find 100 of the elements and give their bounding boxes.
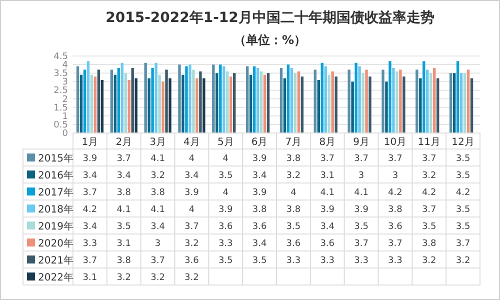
- y-tick-label: 2: [62, 94, 68, 105]
- data-label: 3.9: [320, 205, 335, 215]
- bar: [300, 76, 304, 133]
- data-label: 3.5: [456, 205, 470, 215]
- bar: [196, 78, 198, 133]
- bar: [396, 71, 398, 133]
- data-label: 3.7: [320, 154, 335, 164]
- data-label: 3.1: [82, 273, 98, 283]
- data-label: 3.4: [82, 222, 98, 232]
- data-label: 3.7: [116, 154, 132, 164]
- data-label: 3.8: [286, 154, 301, 164]
- x-tick-label: 7月: [285, 137, 302, 148]
- bar: [252, 66, 256, 133]
- data-label: 3.7: [388, 154, 402, 164]
- data-label: 3.9: [252, 154, 267, 164]
- bar: [358, 66, 361, 133]
- data-label: 4.1: [116, 205, 132, 215]
- data-label: 3.7: [422, 154, 436, 164]
- bar: [382, 70, 384, 133]
- bar: [114, 74, 116, 133]
- bar: [362, 73, 364, 133]
- data-label: 3.9: [82, 154, 98, 164]
- data-label: 3.1: [116, 239, 132, 249]
- data-label: 4: [222, 188, 229, 198]
- bar: [266, 73, 270, 133]
- bar: [456, 61, 460, 133]
- bar: [283, 78, 286, 133]
- data-label: 3.3: [354, 256, 368, 266]
- bar: [212, 64, 215, 133]
- bar: [110, 70, 114, 133]
- bar: [365, 70, 368, 133]
- data-label: 3.8: [252, 205, 267, 215]
- data-label: 4.1: [150, 154, 165, 164]
- data-label: 3.2: [184, 239, 199, 249]
- bar: [297, 71, 300, 133]
- legend-label: 2015年: [38, 152, 74, 164]
- bar: [399, 70, 402, 133]
- bar: [430, 73, 432, 133]
- data-label: 3.9: [184, 188, 200, 198]
- legend-label: 2019年: [38, 220, 74, 232]
- data-label: 3.5: [218, 256, 233, 266]
- bar: [422, 61, 426, 133]
- bar: [246, 66, 249, 133]
- bar: [351, 82, 354, 133]
- bar: [452, 73, 456, 133]
- bar: [185, 66, 188, 133]
- x-tick-label: 4月: [184, 137, 200, 148]
- data-label: 3.2: [150, 273, 165, 283]
- data-label: 3.3: [82, 239, 98, 249]
- data-label: 3.2: [150, 171, 165, 181]
- bar: [124, 73, 127, 133]
- x-tick-label: 12月: [452, 137, 474, 148]
- bar: [368, 76, 372, 133]
- bar: [192, 70, 195, 133]
- x-tick-label: 2月: [116, 137, 132, 148]
- bar: [286, 64, 290, 133]
- data-label: 3.3: [320, 256, 335, 266]
- data-label: 3.5: [456, 171, 470, 181]
- data-label: 3.3: [388, 256, 402, 266]
- bar: [202, 78, 206, 133]
- bar: [76, 66, 80, 133]
- data-label: 4: [188, 154, 195, 164]
- bar: [402, 76, 406, 133]
- data-label: 3.5: [456, 154, 470, 164]
- bar: [433, 68, 436, 133]
- bar: [219, 64, 222, 133]
- data-label: 3.6: [320, 239, 335, 249]
- bar: [222, 66, 226, 133]
- bar: [117, 68, 120, 133]
- data-label: 3.2: [116, 273, 132, 283]
- y-tick-label: 4.5: [54, 52, 68, 62]
- data-label: 3.4: [150, 222, 166, 232]
- data-label: 3.8: [150, 188, 166, 198]
- bar: [426, 70, 429, 133]
- data-label: 3.6: [218, 222, 234, 232]
- data-label: 3.7: [82, 188, 98, 198]
- bar: [388, 61, 392, 133]
- data-label: 3.5: [354, 222, 368, 232]
- bar: [436, 78, 440, 133]
- data-label: 4.2: [456, 188, 470, 198]
- data-label: 3.8: [116, 188, 132, 198]
- bar: [263, 74, 266, 133]
- data-label: 3.6: [252, 222, 267, 232]
- bar: [144, 62, 147, 133]
- data-label: 3.8: [422, 239, 437, 249]
- bar: [158, 74, 161, 133]
- y-tick-label: 0: [62, 129, 68, 139]
- data-label: 3.2: [422, 256, 436, 266]
- data-label: 3.7: [422, 205, 436, 215]
- x-tick-label: 3月: [150, 137, 166, 148]
- bar: [328, 74, 330, 133]
- bar: [94, 76, 97, 133]
- data-label: 4.1: [320, 188, 335, 198]
- data-label: 4: [188, 205, 195, 215]
- bar: [134, 78, 138, 133]
- bar: [199, 71, 202, 133]
- bar: [226, 71, 229, 133]
- legend-label: 2022年: [38, 272, 74, 284]
- bar: [90, 74, 94, 133]
- y-tick-label: 0.5: [54, 120, 68, 130]
